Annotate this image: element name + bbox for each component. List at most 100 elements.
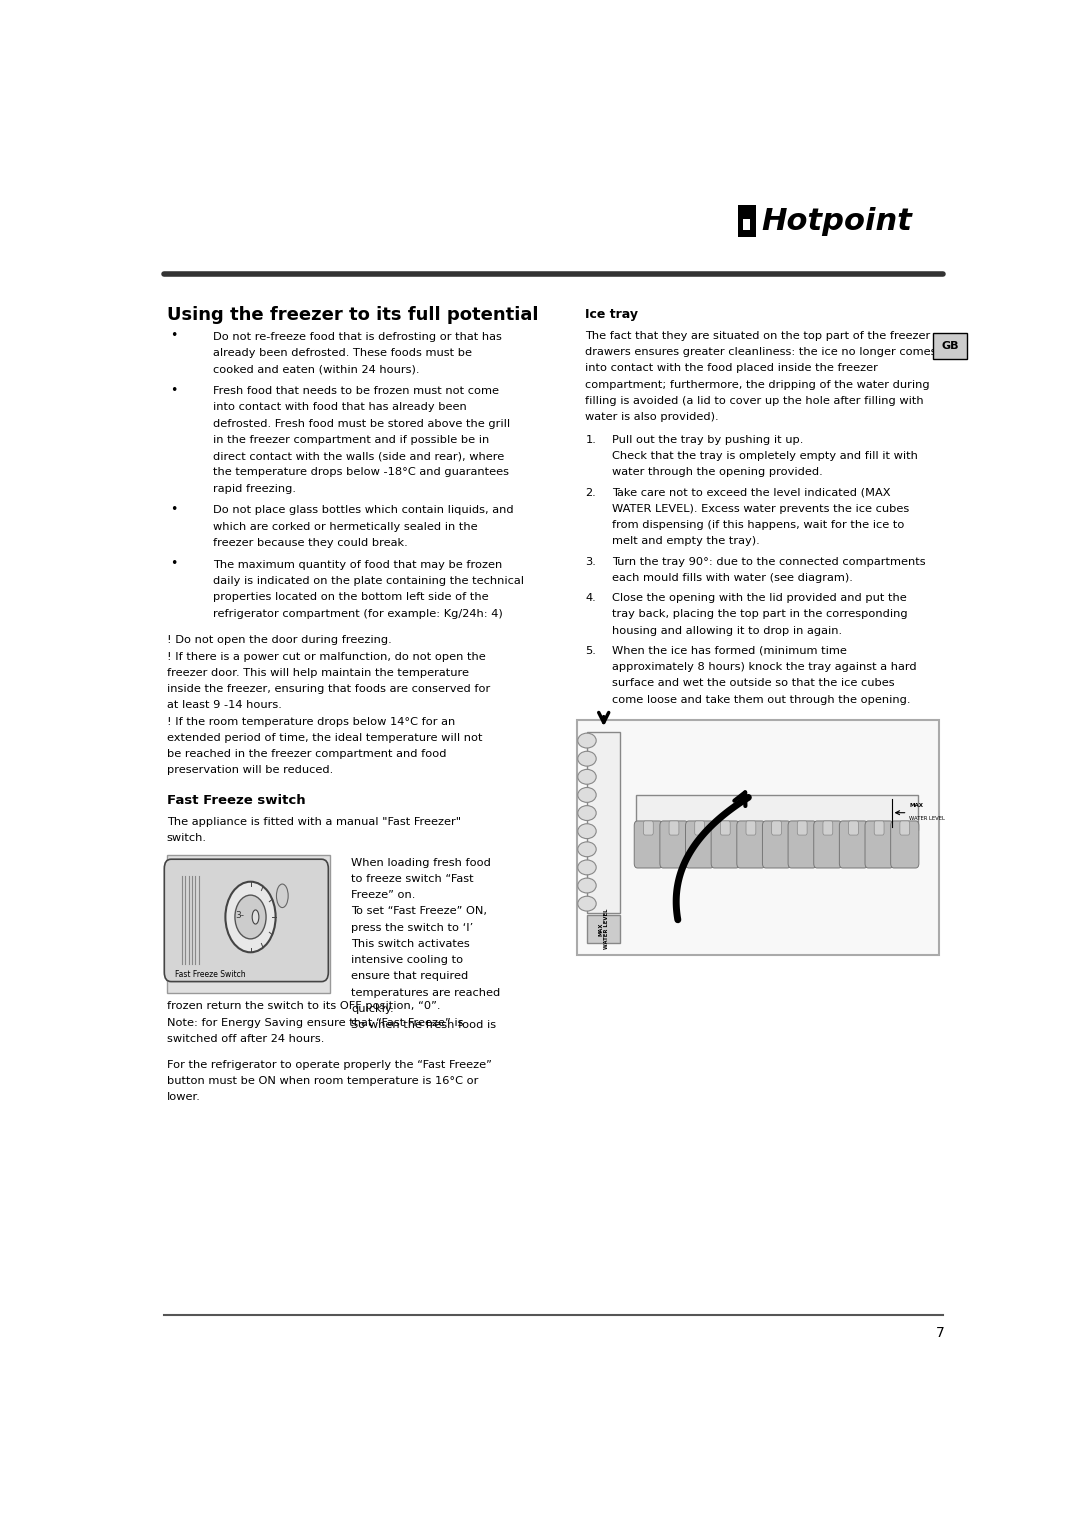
Text: from dispensing (if this happens, wait for the ice to: from dispensing (if this happens, wait f… — [612, 520, 904, 530]
FancyBboxPatch shape — [634, 821, 662, 868]
Text: cooked and eaten (within 24 hours).: cooked and eaten (within 24 hours). — [213, 364, 419, 374]
FancyBboxPatch shape — [577, 720, 939, 955]
Text: So when the fresh food is: So when the fresh food is — [351, 1021, 496, 1030]
FancyBboxPatch shape — [720, 821, 730, 836]
Text: defrosted. Fresh food must be stored above the grill: defrosted. Fresh food must be stored abo… — [213, 419, 510, 428]
FancyBboxPatch shape — [711, 821, 740, 868]
FancyBboxPatch shape — [900, 821, 909, 836]
FancyBboxPatch shape — [874, 821, 885, 836]
FancyBboxPatch shape — [743, 219, 751, 231]
Text: The appliance is fitted with a manual "Fast Freezer": The appliance is fitted with a manual "F… — [166, 817, 461, 827]
Text: Do not place glass bottles which contain liquids, and: Do not place glass bottles which contain… — [213, 506, 513, 515]
Text: temperatures are reached: temperatures are reached — [351, 987, 500, 998]
Text: The maximum quantity of food that may be frozen: The maximum quantity of food that may be… — [213, 559, 502, 570]
FancyBboxPatch shape — [588, 732, 620, 912]
Text: the temperature drops below -18°C and guarantees: the temperature drops below -18°C and gu… — [213, 468, 509, 477]
Text: When the ice has formed (minimum time: When the ice has formed (minimum time — [612, 646, 847, 656]
Text: GB: GB — [942, 341, 959, 351]
Text: inside the freezer, ensuring that foods are conserved for: inside the freezer, ensuring that foods … — [166, 685, 490, 694]
Text: MAX
WATER LEVEL: MAX WATER LEVEL — [598, 909, 609, 949]
Text: daily is indicated on the plate containing the technical: daily is indicated on the plate containi… — [213, 576, 524, 587]
Text: press the switch to ‘I’: press the switch to ‘I’ — [351, 923, 473, 932]
Text: Fast Freeze Switch: Fast Freeze Switch — [175, 970, 246, 979]
Text: compartment; furthermore, the dripping of the water during: compartment; furthermore, the dripping o… — [585, 379, 930, 390]
Text: 7: 7 — [935, 1326, 945, 1340]
Text: Take care not to exceed the level indicated (MAX: Take care not to exceed the level indica… — [612, 487, 891, 498]
Text: Pull out the tray by pushing it up.: Pull out the tray by pushing it up. — [612, 435, 804, 445]
Ellipse shape — [276, 885, 288, 908]
Text: ! Do not open the door during freezing.: ! Do not open the door during freezing. — [166, 636, 392, 645]
FancyBboxPatch shape — [933, 333, 967, 359]
Text: direct contact with the walls (side and rear), where: direct contact with the walls (side and … — [213, 451, 504, 461]
Text: quickly.: quickly. — [351, 1004, 393, 1015]
Text: housing and allowing it to drop in again.: housing and allowing it to drop in again… — [612, 625, 842, 636]
FancyBboxPatch shape — [788, 821, 816, 868]
Text: Ice tray: Ice tray — [585, 309, 638, 321]
Text: freezer because they could break.: freezer because they could break. — [213, 538, 407, 549]
Text: Check that the tray is ompletely empty and fill it with: Check that the tray is ompletely empty a… — [612, 451, 918, 461]
FancyBboxPatch shape — [891, 821, 919, 868]
Text: be reached in the freezer compartment and food: be reached in the freezer compartment an… — [166, 749, 446, 759]
FancyBboxPatch shape — [797, 821, 807, 836]
Circle shape — [226, 882, 275, 952]
Text: Fast Freeze switch: Fast Freeze switch — [166, 795, 306, 807]
Ellipse shape — [578, 787, 596, 802]
Text: surface and wet the outside so that the ice cubes: surface and wet the outside so that the … — [612, 678, 894, 688]
Ellipse shape — [578, 824, 596, 839]
Text: 4.: 4. — [585, 593, 596, 604]
Text: This switch activates: This switch activates — [351, 938, 470, 949]
FancyBboxPatch shape — [660, 821, 688, 868]
Text: Freeze” on.: Freeze” on. — [351, 891, 416, 900]
Text: WATER LEVEL). Excess water prevents the ice cubes: WATER LEVEL). Excess water prevents the … — [612, 504, 909, 513]
Text: WATER LEVEL: WATER LEVEL — [909, 816, 945, 821]
Text: already been defrosted. These foods must be: already been defrosted. These foods must… — [213, 348, 472, 358]
Ellipse shape — [578, 805, 596, 821]
Text: refrigerator compartment (for example: Kg/24h: 4): refrigerator compartment (for example: K… — [213, 608, 502, 619]
FancyBboxPatch shape — [686, 821, 714, 868]
Text: 3.: 3. — [585, 556, 596, 567]
Text: water through the opening provided.: water through the opening provided. — [612, 468, 823, 477]
Text: into contact with the food placed inside the freezer: into contact with the food placed inside… — [585, 364, 878, 373]
FancyBboxPatch shape — [771, 821, 782, 836]
Text: Close the opening with the lid provided and put the: Close the opening with the lid provided … — [612, 593, 907, 604]
Text: ! If the room temperature drops below 14°C for an: ! If the room temperature drops below 14… — [166, 717, 455, 726]
FancyBboxPatch shape — [635, 795, 918, 830]
Circle shape — [235, 895, 266, 938]
Text: freezer door. This will help maintain the temperature: freezer door. This will help maintain th… — [166, 668, 469, 678]
FancyBboxPatch shape — [588, 915, 620, 943]
Text: 5.: 5. — [585, 646, 596, 656]
Text: For the refrigerator to operate properly the “Fast Freeze”: For the refrigerator to operate properly… — [166, 1060, 491, 1070]
Text: come loose and take them out through the opening.: come loose and take them out through the… — [612, 695, 910, 704]
Text: •: • — [170, 330, 177, 342]
Ellipse shape — [578, 897, 596, 911]
Text: 1.: 1. — [585, 435, 596, 445]
Ellipse shape — [578, 770, 596, 784]
Text: MAX: MAX — [909, 804, 923, 808]
Text: ! If there is a power cut or malfunction, do not open the: ! If there is a power cut or malfunction… — [166, 651, 486, 662]
Text: •: • — [170, 503, 177, 516]
FancyBboxPatch shape — [813, 821, 842, 868]
Text: The fact that they are situated on the top part of the freezer: The fact that they are situated on the t… — [585, 332, 931, 341]
Text: intensive cooling to: intensive cooling to — [351, 955, 463, 966]
FancyBboxPatch shape — [746, 821, 756, 836]
Text: preservation will be reduced.: preservation will be reduced. — [166, 766, 333, 775]
Text: rapid freezing.: rapid freezing. — [213, 483, 296, 494]
Text: each mould fills with water (see diagram).: each mould fills with water (see diagram… — [612, 573, 853, 582]
Text: in the freezer compartment and if possible be in: in the freezer compartment and if possib… — [213, 435, 489, 445]
Text: into contact with food that has already been: into contact with food that has already … — [213, 402, 467, 413]
FancyBboxPatch shape — [839, 821, 867, 868]
Text: switched off after 24 hours.: switched off after 24 hours. — [166, 1034, 324, 1044]
Text: approximately 8 hours) knock the tray against a hard: approximately 8 hours) knock the tray ag… — [612, 662, 917, 672]
Ellipse shape — [253, 911, 259, 924]
Text: Turn the tray 90°: due to the connected compartments: Turn the tray 90°: due to the connected … — [612, 556, 926, 567]
Text: 3-: 3- — [234, 911, 244, 920]
FancyBboxPatch shape — [164, 859, 328, 981]
FancyBboxPatch shape — [738, 205, 756, 237]
FancyBboxPatch shape — [644, 821, 653, 836]
Text: filling is avoided (a lid to cover up the hole after filling with: filling is avoided (a lid to cover up th… — [585, 396, 923, 406]
FancyBboxPatch shape — [762, 821, 791, 868]
Text: to freeze switch “Fast: to freeze switch “Fast — [351, 874, 473, 885]
Text: Do not re-freeze food that is defrosting or that has: Do not re-freeze food that is defrosting… — [213, 332, 502, 342]
Ellipse shape — [578, 752, 596, 766]
Text: lower.: lower. — [166, 1093, 201, 1102]
